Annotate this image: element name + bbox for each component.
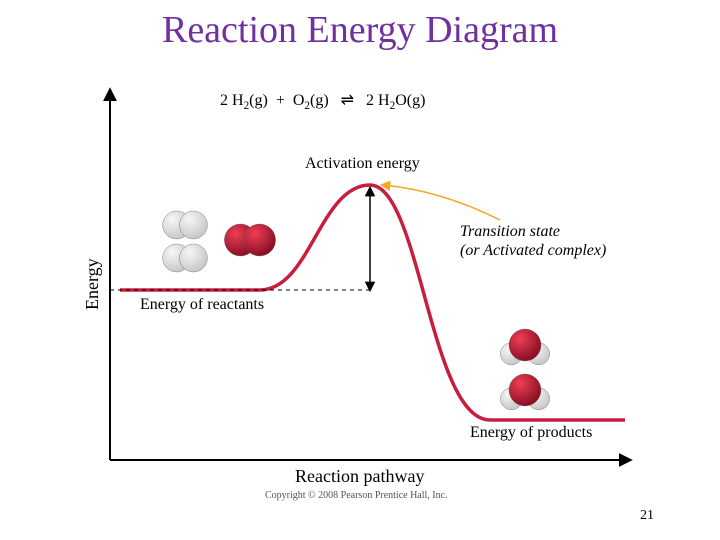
page-title: Reaction Energy Diagram <box>0 8 720 52</box>
page-number: 21 <box>640 508 654 524</box>
reaction-energy-diagram: Energy Reaction pathway 2 H2(g) + O2(g) … <box>70 80 650 480</box>
energy-reactants-label: Energy of reactants <box>140 296 264 314</box>
copyright-text: Copyright © 2008 Pearson Prentice Hall, … <box>265 490 448 501</box>
x-axis-label: Reaction pathway <box>295 466 424 487</box>
diagram-svg <box>70 80 650 480</box>
energy-products-label: Energy of products <box>470 424 592 442</box>
y-axis-label: Energy <box>82 258 103 310</box>
transition-state-annotation: Transition state (or Activated complex) <box>460 222 606 260</box>
activation-energy-label: Activation energy <box>305 155 420 173</box>
transition-state-line2: (or Activated complex) <box>460 242 606 259</box>
transition-state-line1: Transition state <box>460 223 560 240</box>
reaction-equation: 2 H2(g) + O2(g) ⇌ 2 H2O(g) <box>220 90 425 112</box>
